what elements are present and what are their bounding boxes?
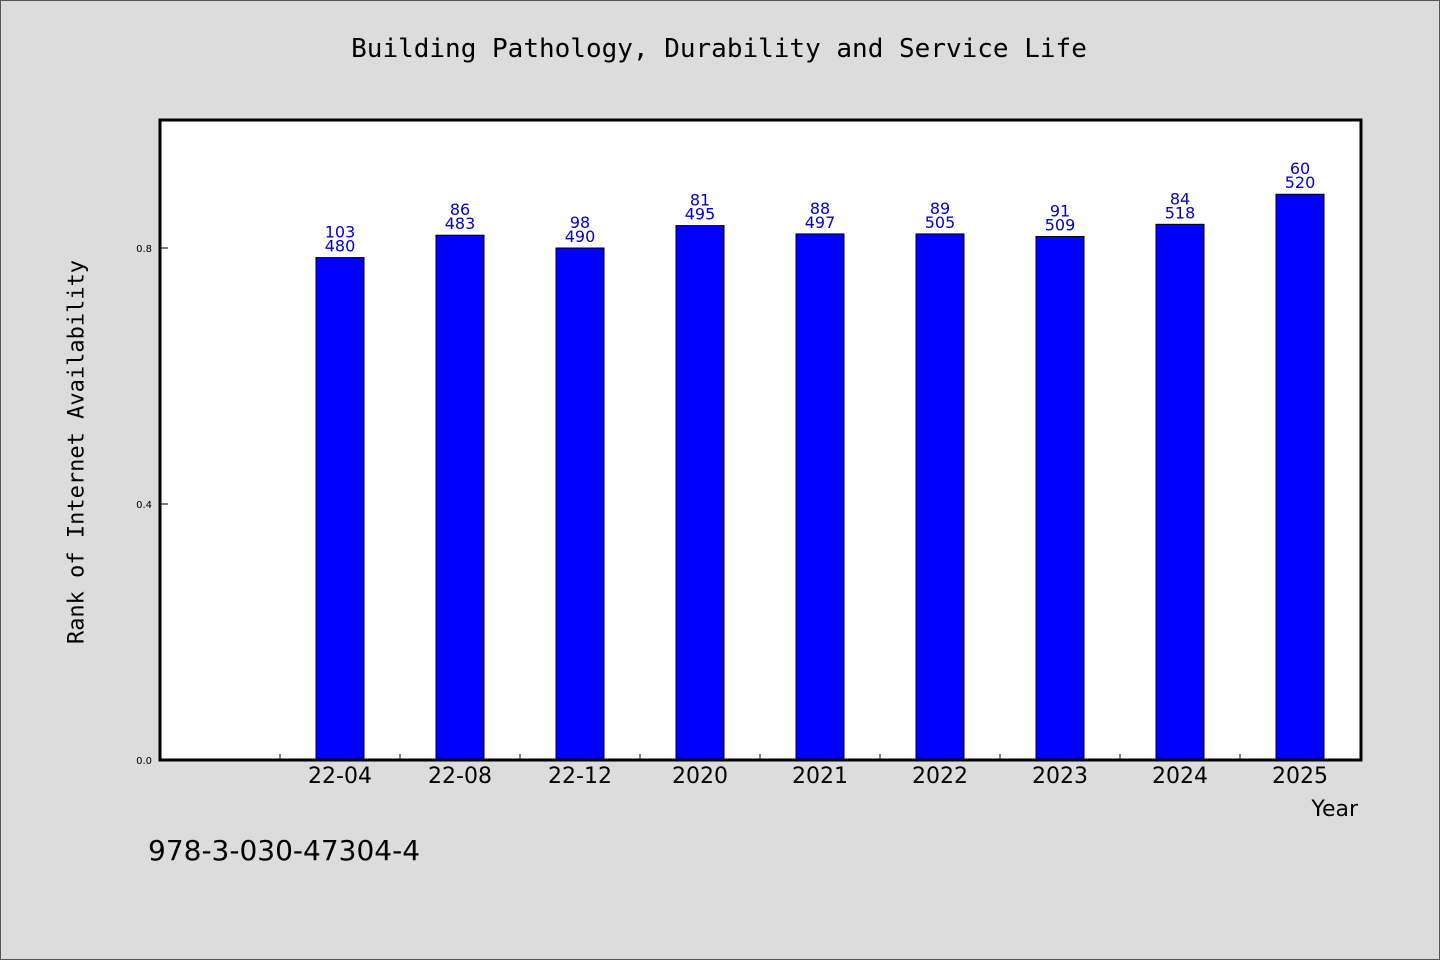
bar-2022: [915, 233, 965, 761]
bar-label-top-2025: 60: [1290, 159, 1310, 178]
bar-label-top-2021: 88: [810, 199, 830, 218]
bar-label-bottom-2021: 497: [805, 213, 836, 232]
y-tick-label-2: 0.8: [136, 244, 152, 255]
bar-22-08: [435, 234, 485, 761]
bar-label-top-2024: 84: [1170, 189, 1190, 208]
bar-label-top-22-12: 98: [570, 213, 590, 232]
isbn-text: 978-3-030-47304-4: [148, 834, 421, 867]
bar-label-bottom-2025: 520: [1285, 173, 1316, 192]
bars-group: [315, 193, 1325, 761]
bar-2023: [1035, 235, 1085, 761]
bar-label-bottom-2024: 518: [1165, 203, 1196, 222]
plot-border: [158, 118, 1363, 762]
x-tick-label-2022: 2022: [912, 764, 968, 789]
x-tick-label-22-08: 22-08: [428, 764, 492, 789]
x-tick-label-22-12: 22-12: [548, 764, 612, 789]
bar-label-top-2023: 91: [1050, 201, 1070, 220]
x-tick-label-2020: 2020: [672, 764, 728, 789]
y-tick-label-0: 0.0: [136, 756, 152, 767]
x-axis-label: Year: [1310, 797, 1359, 822]
bar-label-top-2022: 89: [930, 199, 950, 218]
bar-22-04: [315, 257, 365, 761]
chart-title: Building Pathology, Durability and Servi…: [351, 34, 1087, 64]
x-tick-label-2025: 2025: [1272, 764, 1328, 789]
x-tick-label-22-04: 22-04: [308, 764, 372, 789]
bar-2025: [1275, 193, 1325, 761]
x-tick-label-2021: 2021: [792, 764, 848, 789]
bar-label-bottom-22-04: 480: [325, 237, 356, 256]
x-ticks-group: 22-04 22-08 22-12 2020 2021 2022 2023 2024 2025: [279, 754, 1328, 789]
bar-label-top-22-08: 86: [450, 200, 470, 219]
x-tick-label-2023: 2023: [1032, 764, 1088, 789]
x-tick-label-2024: 2024: [1152, 764, 1208, 789]
bar-label-bottom-2022: 505: [925, 213, 956, 232]
bar-label-top-22-04: 103: [325, 223, 356, 242]
bar-22-12: [555, 247, 605, 761]
bar-2024: [1155, 223, 1205, 761]
bar-label-bottom-2023: 509: [1045, 215, 1076, 234]
y-tick-label-1: 0.4: [136, 500, 152, 511]
bar-label-bottom-22-12: 490: [565, 227, 596, 246]
bar-label-bottom-2020: 495: [685, 205, 716, 224]
bar-2020: [675, 225, 725, 761]
bar-label-top-2020: 81: [690, 191, 710, 210]
bar-2021: [795, 233, 845, 761]
bar-label-bottom-22-08: 483: [445, 214, 476, 233]
